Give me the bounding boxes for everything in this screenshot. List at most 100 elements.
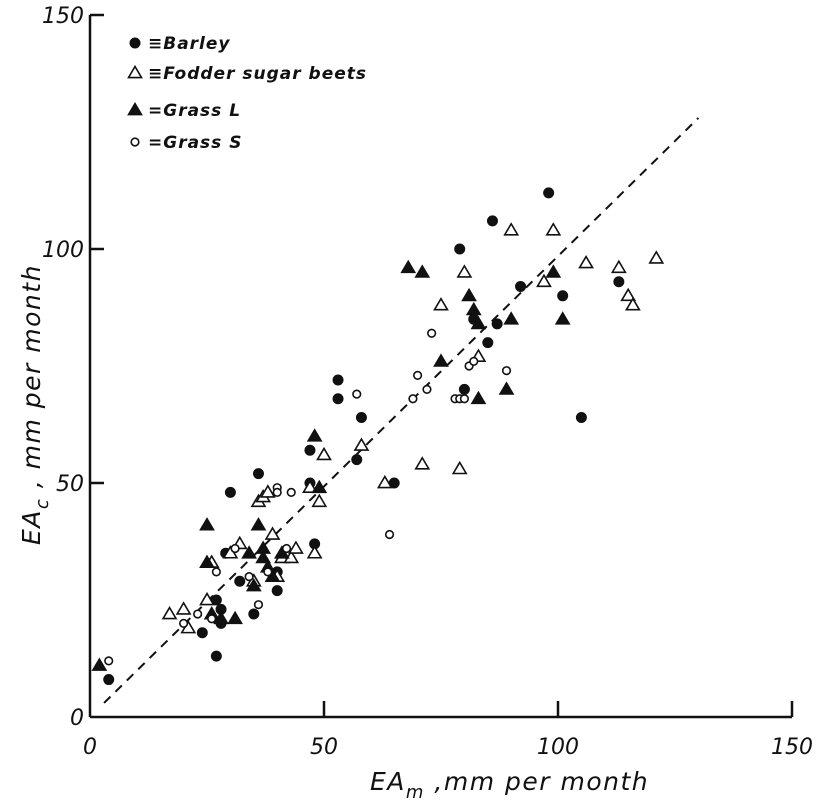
data-point-barley [454,243,466,255]
data-point-grass-l [227,610,243,625]
data-point-barley [103,674,115,686]
data-point-fodder-sugar-beets [311,493,328,508]
data-point-fodder-sugar-beets [161,605,178,620]
data-point-barley [224,486,236,498]
tick-labels: 0 50 100 150 0 50 100 150 [42,4,813,760]
data-point-fodder-sugar-beets [302,479,318,494]
data-point-grass-s [427,328,437,338]
data-point-barley [482,337,494,349]
data-point-barley [491,318,503,330]
data-point-fodder-sugar-beets [353,437,370,451]
data-point-grass-l [465,301,482,316]
data-point-fodder-sugar-beets [288,540,304,554]
data-point-fodder-sugar-beets [376,474,393,489]
data-point-barley [271,585,283,597]
data-point-grass-l [461,287,477,302]
data-point-barley [252,468,264,480]
data-point-grass-s [253,600,264,610]
data-point-grass-s [384,529,395,540]
data-point-grass-s [244,571,254,582]
data-point-fodder-sugar-beets [620,287,637,302]
data-point-grass-l [306,428,323,442]
data-point-barley [332,374,344,386]
data-point-fodder-sugar-beets [624,297,641,311]
data-point-grass-l [400,259,417,274]
data-point-grass-s [281,543,292,554]
data-point-grass-l [498,381,515,395]
data-point-grass-s [193,609,203,619]
data-point-barley [196,627,208,639]
data-point-grass-l [554,311,571,325]
legend-marker-grass-s [130,137,140,147]
x-tick-label: 100 [537,735,579,760]
data-point-grass-s [211,567,221,577]
data-point-fodder-sugar-beets [433,297,449,311]
data-point-grass-l [199,554,215,568]
data-point-fodder-sugar-beets [259,484,276,498]
x-tick-label: 50 [310,735,338,760]
data-point-grass-s [501,366,512,376]
x-tick-label: 150 [771,735,813,760]
data-point-barley [332,393,344,405]
data-point-grass-l [213,610,229,625]
y-axis-title: EAc , mm per month [17,264,53,545]
data-point-barley [613,276,625,288]
data-point-grass-l [241,545,257,559]
data-point-barley [458,383,470,395]
data-point-barley [248,608,260,620]
legend-label-fodder-sugar-beets: ≡Fodder sugar beets [148,64,367,84]
data-point-fodder-sugar-beets [264,526,281,540]
data-point-fodder-sugar-beets [199,591,215,606]
data-point-grass-s [469,356,479,366]
data-point-fodder-sugar-beets [536,273,552,288]
data-point-barley [515,280,527,292]
data-point-fodder-sugar-beets [456,264,473,278]
data-point-grass-l [250,517,267,531]
data-point-grass-s [263,567,273,577]
data-point-barley [304,444,316,456]
data-points [91,187,665,686]
data-point-fodder-sugar-beets [316,446,332,461]
data-point-grass-s [207,614,217,624]
data-point-grass-s [422,384,432,395]
reference-line [103,117,700,704]
data-point-barley [557,290,569,302]
data-point-barley [355,411,367,423]
data-point-grass-s [408,394,418,404]
data-point-fodder-sugar-beets [414,456,431,470]
data-point-barley [486,215,498,227]
y-tick-label: 100 [42,238,84,263]
data-point-grass-l [199,517,215,531]
legend-label-grass-l: =Grass L [148,101,241,121]
data-point-grass-s [104,656,114,666]
data-point-barley [575,411,587,423]
data-point-grass-l [91,657,108,671]
legend-label-grass-s: =Grass S [148,133,242,153]
axes [88,15,792,719]
legend: ≡Barley ≡Fodder sugar beets =Grass L =Grass… [127,34,367,153]
legend-marker-barley [129,37,141,49]
x-tick-label: 0 [83,735,97,760]
x-axis-title: EAm ,mm per month [370,767,649,803]
data-point-grass-l [255,540,272,554]
data-point-barley [210,650,222,662]
y-tick-label: 150 [42,4,84,29]
data-point-fodder-sugar-beets [175,601,192,615]
data-point-grass-l [311,479,328,494]
data-point-grass-l [255,549,272,564]
y-tick-label: 50 [56,472,84,497]
data-point-grass-l [470,390,487,405]
one-to-one-line [103,117,700,704]
data-point-grass-s [179,618,189,629]
data-point-grass-l [414,264,431,278]
legend-marker-fodder-sugar-beets [127,64,143,79]
data-point-grass-s [413,370,423,380]
data-point-grass-l [470,315,487,330]
data-point-grass-l [545,264,562,278]
data-point-grass-s [230,543,240,554]
data-point-grass-s [286,487,296,497]
data-point-barley [351,454,363,466]
data-point-fodder-sugar-beets [578,254,594,269]
data-point-fodder-sugar-beets [451,460,468,475]
